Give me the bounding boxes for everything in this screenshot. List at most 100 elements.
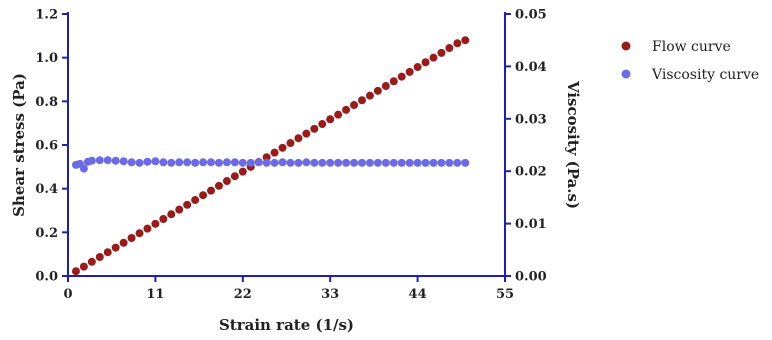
data-point — [334, 110, 343, 119]
data-point — [191, 158, 200, 167]
data-point — [207, 158, 216, 167]
data-point — [381, 82, 390, 91]
axes-group: 0 11 22 33 44 55 0.0 0.2 0.4 0.6 0.8 1.0 1.2 0.00 0.01… — [35, 8, 546, 303]
data-point — [318, 120, 327, 129]
data-point — [365, 91, 374, 100]
data-point — [294, 158, 303, 167]
y-tick-label: 0.0 — [35, 270, 58, 285]
data-point — [437, 158, 446, 167]
data-point — [342, 105, 351, 114]
series-1 — [71, 36, 470, 276]
data-point — [270, 158, 279, 167]
data-point — [381, 158, 390, 167]
data-point — [429, 158, 438, 167]
data-point — [127, 234, 136, 243]
data-point — [183, 158, 192, 167]
data-point — [167, 210, 176, 219]
data-point — [135, 229, 144, 238]
y2-tick-label: 0.02 — [515, 165, 547, 180]
series-2 — [71, 156, 470, 173]
x-tick-label: 33 — [321, 287, 339, 302]
data-point — [207, 186, 216, 195]
data-point — [214, 181, 223, 190]
data-point — [421, 158, 430, 167]
y2-tick-label: 0.05 — [515, 8, 547, 23]
data-point — [397, 72, 406, 81]
data-point — [413, 63, 422, 72]
y2-tick-label: 0.04 — [515, 60, 547, 75]
data-point — [453, 39, 462, 48]
data-point — [302, 129, 311, 138]
data-point — [199, 191, 208, 200]
data-point — [326, 158, 335, 167]
data-point — [222, 177, 231, 186]
data-point — [413, 158, 422, 167]
data-point — [87, 257, 96, 266]
data-point — [294, 134, 303, 143]
data-point — [119, 238, 128, 247]
data-point — [262, 158, 271, 167]
data-point — [159, 215, 168, 224]
data-point — [350, 101, 359, 110]
data-point — [350, 158, 359, 167]
data-point — [127, 158, 136, 167]
data-point — [254, 158, 263, 167]
data-point — [87, 156, 96, 165]
data-point — [151, 157, 160, 166]
data-point — [135, 158, 144, 167]
data-point — [262, 153, 271, 162]
x-tick-label: 11 — [146, 287, 164, 302]
data-point — [175, 158, 184, 167]
legend: Flow curve Viscosity curve — [621, 39, 759, 83]
data-point — [405, 158, 414, 167]
data-point — [230, 172, 239, 181]
data-point — [373, 158, 382, 167]
data-point — [143, 224, 152, 233]
y-tick-label: 1.0 — [35, 51, 58, 66]
y-tick-label: 0.2 — [35, 226, 58, 241]
data-point — [151, 219, 160, 228]
y-tick-label: 0.4 — [35, 182, 58, 197]
x-tick-label: 55 — [496, 287, 514, 302]
y-tick-label: 0.6 — [35, 139, 58, 154]
legend-item: Viscosity curve — [621, 67, 759, 83]
data-point — [357, 96, 366, 105]
data-point — [71, 267, 80, 276]
data-point — [445, 158, 454, 167]
data-point — [278, 143, 287, 152]
data-point — [461, 36, 470, 45]
data-point — [79, 262, 88, 271]
marks-group — [71, 36, 470, 276]
data-point — [326, 115, 335, 124]
data-point — [373, 86, 382, 95]
data-point — [310, 124, 319, 133]
data-point — [95, 253, 104, 261]
legend-item: Flow curve — [621, 39, 731, 55]
data-point — [103, 248, 112, 257]
y-tick-label: 1.2 — [35, 8, 58, 23]
legend-marker — [621, 41, 631, 51]
data-point — [238, 158, 247, 167]
y2-tick-label: 0.03 — [515, 112, 547, 127]
x-tick-label: 22 — [234, 287, 252, 302]
data-point — [246, 158, 255, 167]
data-point — [405, 67, 414, 76]
y2-tick-label: 0.00 — [515, 270, 547, 285]
data-point — [159, 158, 168, 167]
data-point — [318, 158, 327, 167]
data-point — [111, 156, 120, 165]
x-tick-label: 44 — [409, 287, 427, 302]
y2-tick-label: 0.01 — [515, 217, 547, 232]
data-point — [397, 158, 406, 167]
data-point — [199, 158, 208, 167]
data-point — [357, 158, 366, 167]
x-tick-label: 0 — [63, 287, 72, 302]
data-point — [270, 148, 279, 157]
data-point — [119, 157, 128, 166]
data-point — [191, 196, 200, 205]
data-point — [214, 158, 223, 167]
data-point — [302, 158, 311, 167]
data-point — [389, 158, 398, 167]
data-point — [222, 158, 231, 167]
